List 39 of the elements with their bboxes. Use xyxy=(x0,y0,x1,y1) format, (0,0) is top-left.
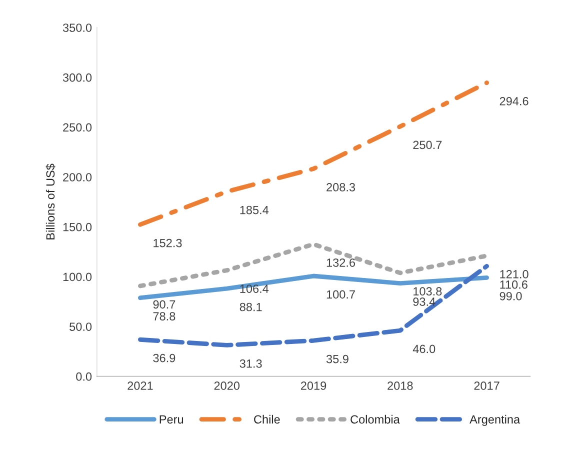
data-label: 106.4 xyxy=(240,284,269,293)
legend-label: Peru xyxy=(160,415,184,424)
y-tick-label: 200.0 xyxy=(63,173,92,182)
data-label: 250.7 xyxy=(413,140,442,150)
x-tick-label: 2019 xyxy=(300,382,326,390)
data-label: 90.7 xyxy=(153,300,176,309)
data-label: 185.4 xyxy=(240,206,269,214)
x-tick-label: 2020 xyxy=(214,382,240,390)
data-label: 103.8 xyxy=(414,287,442,296)
data-label: 78.8 xyxy=(153,312,176,320)
line-series xyxy=(138,80,490,227)
y-tick-label: 50.0 xyxy=(70,322,92,331)
data-label: 35.9 xyxy=(326,354,348,364)
x-tick-label: 2018 xyxy=(388,382,413,390)
data-label: 31.3 xyxy=(240,359,262,368)
x-tick-label: 2017 xyxy=(474,382,500,390)
x-tick-label: 2021 xyxy=(128,382,153,390)
y-axis-title: Billions of US$ xyxy=(46,164,56,240)
y-tick-label: 250.0 xyxy=(63,123,92,132)
data-label: 36.9 xyxy=(153,354,176,362)
legend-label: Argentina xyxy=(470,414,520,426)
legend-label: Chile xyxy=(254,414,280,424)
data-label: 99.0 xyxy=(500,292,522,300)
data-label: 93.4 xyxy=(413,298,436,306)
y-tick-label: 100.0 xyxy=(63,272,92,282)
y-tick-label: 300.0 xyxy=(62,73,92,82)
data-label: 121.0 xyxy=(500,270,528,278)
data-label: 46.0 xyxy=(412,344,436,354)
y-tick-label: 350.0 xyxy=(62,24,92,32)
y-tick-label: 150.0 xyxy=(63,222,92,232)
data-label: 294.6 xyxy=(500,97,528,106)
data-label: 88.1 xyxy=(240,302,262,312)
data-label: 110.6 xyxy=(500,280,528,289)
data-label: 132.6 xyxy=(326,258,356,267)
data-label: 152.3 xyxy=(154,238,182,248)
y-tick-label: 0.0 xyxy=(76,372,92,381)
legend-label: Colombia xyxy=(350,414,400,424)
data-label: 100.7 xyxy=(326,290,355,299)
data-label: 208.3 xyxy=(326,183,356,192)
